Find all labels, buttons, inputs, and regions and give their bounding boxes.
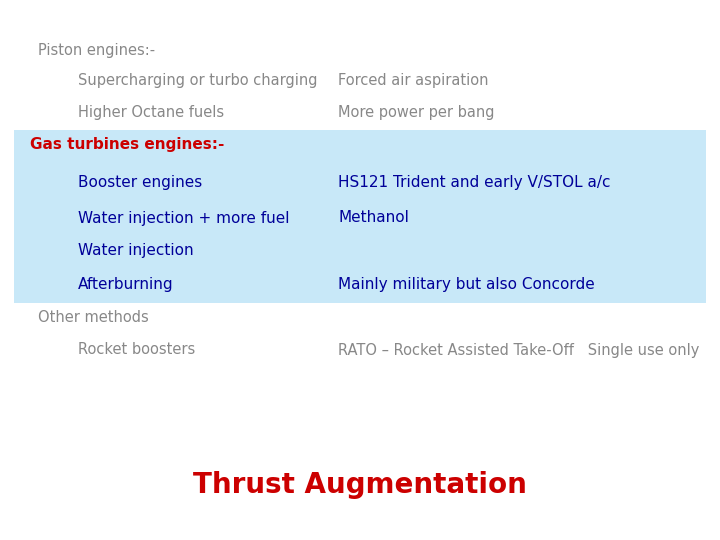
Text: Higher Octane fuels: Higher Octane fuels [78, 105, 224, 119]
Text: Booster engines: Booster engines [78, 174, 202, 190]
Text: Other methods: Other methods [38, 310, 149, 326]
Text: Gas turbines engines:-: Gas turbines engines:- [30, 138, 225, 152]
Text: Mainly military but also Concorde: Mainly military but also Concorde [338, 276, 595, 292]
Text: HS121 Trident and early V/STOL a/c: HS121 Trident and early V/STOL a/c [338, 174, 611, 190]
Text: Afterburning: Afterburning [78, 276, 174, 292]
Text: Forced air aspiration: Forced air aspiration [338, 72, 488, 87]
Text: Piston engines:-: Piston engines:- [38, 43, 155, 57]
Text: Supercharging or turbo charging: Supercharging or turbo charging [78, 72, 318, 87]
FancyBboxPatch shape [14, 130, 706, 303]
Text: RATO – Rocket Assisted Take-Off   Single use only: RATO – Rocket Assisted Take-Off Single u… [338, 342, 699, 357]
Text: Water injection + more fuel: Water injection + more fuel [78, 211, 289, 226]
Text: Methanol: Methanol [338, 211, 409, 226]
Text: Thrust Augmentation: Thrust Augmentation [193, 471, 527, 499]
Text: Rocket boosters: Rocket boosters [78, 342, 195, 357]
Text: Water injection: Water injection [78, 242, 194, 258]
Text: More power per bang: More power per bang [338, 105, 495, 119]
